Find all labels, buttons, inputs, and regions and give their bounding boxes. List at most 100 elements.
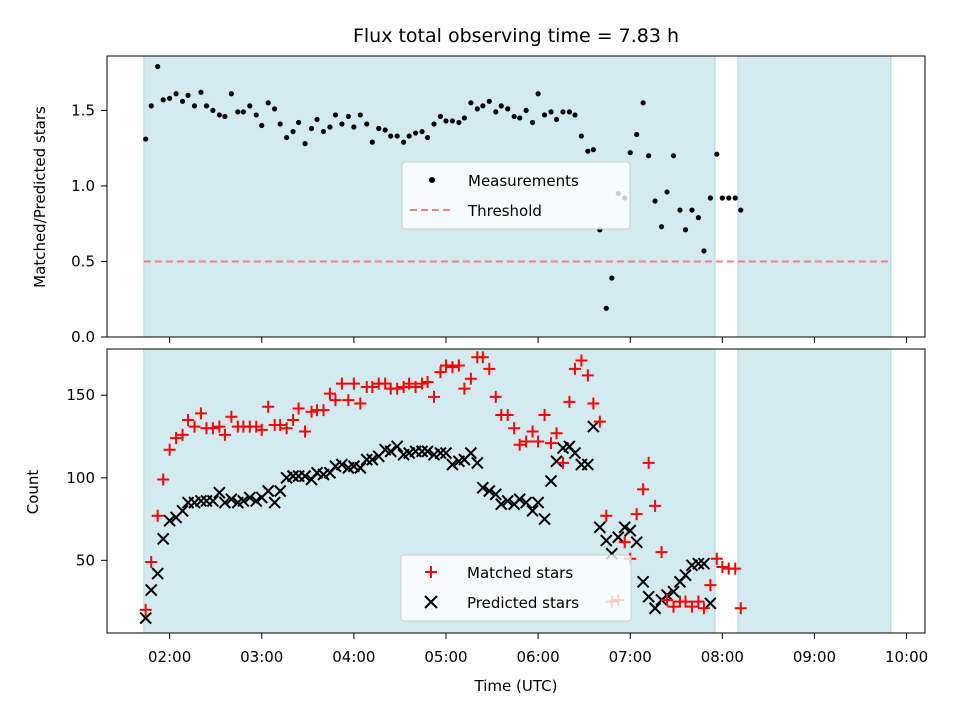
matched-point xyxy=(354,397,367,410)
measurement-point xyxy=(529,119,536,126)
legend-measurements-label: Measurements xyxy=(468,172,579,190)
matched-point xyxy=(305,405,318,418)
measurement-point xyxy=(345,113,351,120)
matched-point xyxy=(581,369,594,382)
measurement-point xyxy=(198,89,204,95)
measurement-point xyxy=(332,112,339,118)
predicted-point xyxy=(618,521,631,534)
predicted-point xyxy=(390,440,404,453)
predicted-point xyxy=(648,602,662,615)
predicted-point xyxy=(667,585,680,598)
measurement-point xyxy=(603,305,609,311)
matched-point xyxy=(476,351,489,364)
matched-point xyxy=(347,377,360,390)
matched-point xyxy=(513,438,526,451)
measurement-point xyxy=(640,100,646,106)
predicted-point xyxy=(360,453,373,466)
bottom-legend: Matched stars Predicted stars xyxy=(400,554,632,622)
matched-point xyxy=(697,602,710,615)
measurement-point xyxy=(210,107,216,113)
measurement-point xyxy=(553,116,560,123)
measurement-point xyxy=(664,189,670,195)
bottom-y-tick-label: 100 xyxy=(66,469,95,487)
matched-point xyxy=(262,400,275,413)
predicted-point xyxy=(495,498,508,511)
measurement-point xyxy=(431,121,437,127)
bottom-legend-box xyxy=(400,554,632,622)
measurement-point xyxy=(456,119,462,126)
measurement-point xyxy=(480,103,486,109)
predicted-point xyxy=(568,446,582,460)
measurement-point xyxy=(314,116,320,123)
bottom-axes-frame xyxy=(106,348,926,634)
matched-point xyxy=(329,394,342,407)
x-tick-label: 04:00 xyxy=(332,648,375,666)
measurement-point xyxy=(235,109,241,115)
matched-point xyxy=(317,404,330,417)
measurement-point xyxy=(173,91,179,97)
measurement-point xyxy=(695,215,701,221)
figure-title: Flux total observing time = 7.83 h xyxy=(353,25,679,47)
measurement-point xyxy=(247,103,253,109)
predicted-point xyxy=(439,446,453,460)
matched-point xyxy=(483,362,496,375)
matched-point xyxy=(206,422,219,435)
measurement-point xyxy=(627,150,633,156)
measurement-point xyxy=(578,133,585,139)
measurement-point xyxy=(566,109,573,115)
predicted-point xyxy=(526,504,539,518)
measurement-point xyxy=(493,109,499,115)
matched-point xyxy=(188,420,201,433)
matched-point xyxy=(667,600,680,613)
measurement-point xyxy=(308,125,315,132)
x-tick-label: 08:00 xyxy=(701,648,744,666)
measurement-point xyxy=(468,100,474,106)
matched-point xyxy=(575,354,588,367)
matched-point xyxy=(335,377,348,390)
measurement-point xyxy=(707,195,713,201)
matched-point xyxy=(225,410,238,423)
matched-point xyxy=(538,409,551,422)
measurement-point xyxy=(284,134,290,141)
bottom-matched-points xyxy=(139,351,747,616)
measurement-point xyxy=(296,119,302,126)
bottom-y-ticks: 50 100 150 xyxy=(66,386,107,569)
matched-point xyxy=(587,397,600,410)
matched-point xyxy=(366,380,379,393)
x-tick-label: 09:00 xyxy=(793,648,836,666)
matched-point xyxy=(532,435,545,448)
measurement-point xyxy=(461,115,468,121)
measurement-point xyxy=(253,112,259,118)
predicted-point xyxy=(489,488,502,501)
matched-point xyxy=(157,473,170,486)
legend-predicted-marker xyxy=(424,595,438,609)
measurement-point xyxy=(535,91,541,97)
measurement-point xyxy=(689,207,695,213)
matched-point xyxy=(446,361,459,374)
x-tick-label: 10:00 xyxy=(885,648,928,666)
x-tick-label: 06:00 xyxy=(516,648,559,666)
measurement-point xyxy=(738,207,744,213)
bottom-y-tick-label: 50 xyxy=(76,551,95,569)
matched-point xyxy=(213,420,226,433)
predicted-point xyxy=(513,493,526,506)
measurement-point xyxy=(682,227,689,233)
measurement-point xyxy=(376,125,382,132)
predicted-point xyxy=(415,445,429,458)
legend-threshold-label: Threshold xyxy=(467,202,542,220)
predicted-point xyxy=(501,494,514,508)
measurement-point xyxy=(634,131,640,138)
matched-point xyxy=(439,359,452,372)
matched-point xyxy=(428,390,441,403)
matched-point xyxy=(556,456,569,469)
measurement-point xyxy=(148,103,154,109)
measurement-point xyxy=(401,139,407,145)
matched-point xyxy=(255,423,268,436)
measurement-point xyxy=(449,118,456,124)
bottom-shaded-interval xyxy=(737,348,892,634)
measurement-point xyxy=(351,124,357,130)
measurement-point xyxy=(179,98,186,104)
matched-point xyxy=(710,552,723,565)
